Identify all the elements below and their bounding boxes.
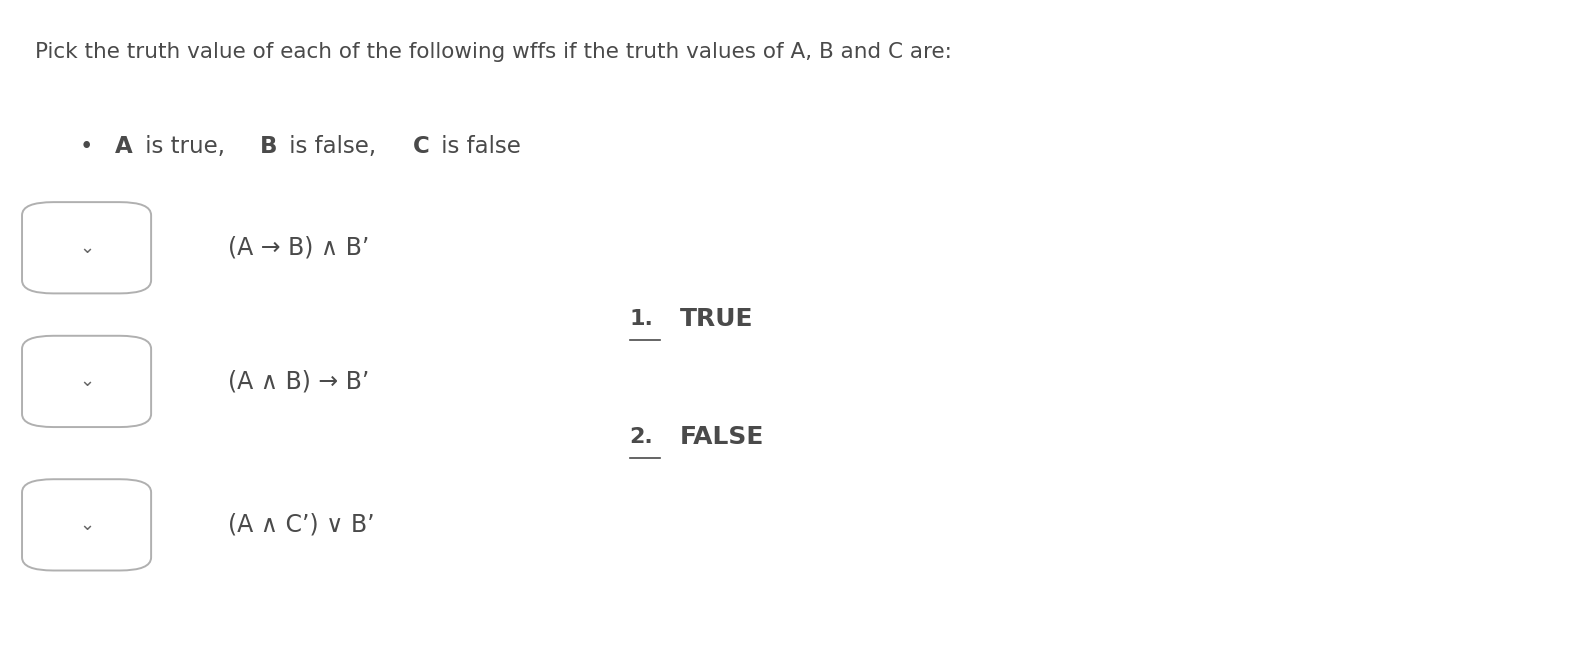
Text: is false,: is false, bbox=[282, 135, 384, 158]
Text: (A ∧ C’) ∨ B’: (A ∧ C’) ∨ B’ bbox=[228, 513, 375, 537]
Text: TRUE: TRUE bbox=[680, 308, 754, 331]
Text: 1.: 1. bbox=[630, 310, 653, 329]
Text: ⌄: ⌄ bbox=[79, 516, 94, 534]
Text: 2.: 2. bbox=[630, 427, 653, 447]
Text: (A ∧ B) → B’: (A ∧ B) → B’ bbox=[228, 370, 370, 393]
Text: is true,: is true, bbox=[139, 135, 231, 158]
Text: FALSE: FALSE bbox=[680, 425, 765, 449]
Text: A: A bbox=[115, 135, 132, 158]
Text: is false: is false bbox=[434, 135, 521, 158]
Text: ⌄: ⌄ bbox=[79, 239, 94, 257]
Text: C: C bbox=[412, 135, 430, 158]
FancyBboxPatch shape bbox=[22, 202, 151, 293]
FancyBboxPatch shape bbox=[22, 336, 151, 427]
FancyBboxPatch shape bbox=[22, 479, 151, 570]
Text: B: B bbox=[260, 135, 277, 158]
Text: •: • bbox=[80, 135, 93, 158]
Text: Pick the truth value of each of the following wffs if the truth values of A, B a: Pick the truth value of each of the foll… bbox=[35, 42, 952, 63]
Text: (A → B) ∧ B’: (A → B) ∧ B’ bbox=[228, 236, 370, 259]
Text: ⌄: ⌄ bbox=[79, 372, 94, 391]
